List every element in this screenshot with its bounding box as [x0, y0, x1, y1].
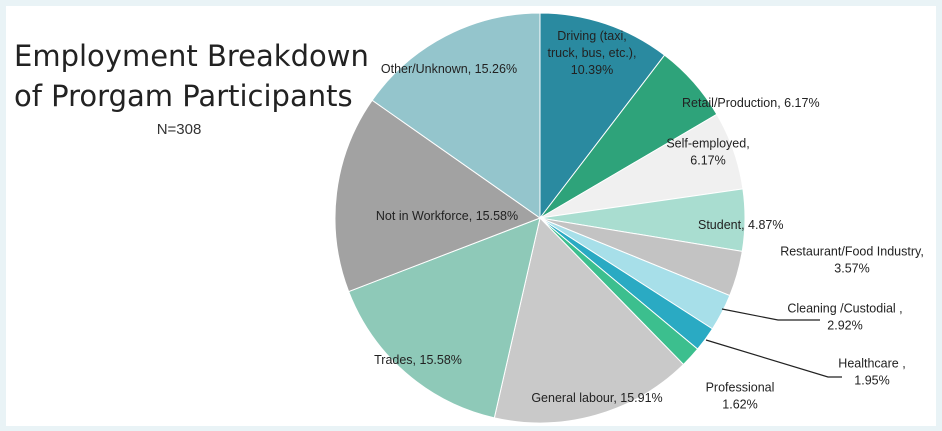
slice-label-not-in-workforce: Not in Workforce, 15.58% — [376, 209, 518, 223]
chart-title-line-1: Employment Breakdown — [14, 39, 369, 73]
slice-label-healthcare: Healthcare , 1.95% — [838, 357, 905, 388]
slice-label-line: 6.17% — [690, 154, 725, 168]
slice-label-line: Cleaning /Custodial , — [787, 302, 902, 316]
leader-line-healthcare — [705, 339, 842, 378]
chart-title-line-2: of Prorgam Participants — [14, 79, 353, 113]
slice-label-line: Restaurant/Food Industry, — [780, 245, 924, 259]
slice-label-driving-taxi-truck-bus-etc: Driving (taxi, truck, bus, etc.), 10.39% — [548, 29, 637, 77]
slice-label-line: 2.92% — [827, 319, 862, 333]
chart-title: Employment Breakdown of Prorgam Particip… — [14, 36, 369, 116]
slice-label-restaurant-food-industry: Restaurant/Food Industry, 3.57% — [780, 245, 924, 276]
pie-slice-general-labour — [493, 216, 685, 424]
slice-label-student: Student, 4.87% — [698, 218, 783, 232]
sample-size-label: N=308 — [156, 121, 202, 138]
slice-label-line: 10.39% — [571, 63, 613, 77]
slice-label-trades: Trades, 15.58% — [374, 353, 462, 367]
slice-label-line: Not in Workforce, 15.58% — [376, 209, 518, 223]
slice-label-line: Retail/Production, 6.17% — [682, 96, 820, 110]
slice-label-line: Professional — [706, 381, 775, 395]
pie-slice-other-unknown — [371, 12, 541, 219]
slice-label-line: 1.62% — [722, 398, 757, 412]
slice-labels: Driving (taxi, truck, bus, etc.), 10.39% Re… — [374, 29, 924, 412]
slice-label-retail-production: Retail/Production, 6.17% — [682, 96, 820, 110]
slice-label-line: 3.57% — [834, 262, 869, 276]
slice-label-other-unknown: Other/Unknown, 15.26% — [381, 62, 517, 76]
leader-line-cleaning-custodial — [721, 308, 820, 321]
slice-label-cleaning-custodial: Cleaning /Custodial , 2.92% — [787, 302, 902, 333]
slice-label-line: Driving (taxi, — [557, 29, 626, 43]
slice-label-line: Self-employed, — [666, 137, 749, 151]
pie-slice-not-in-workforce — [334, 99, 542, 293]
slice-label-general-labour: General labour, 15.91% — [531, 391, 662, 405]
slice-label-line: 1.95% — [854, 374, 889, 388]
slice-label-line: Other/Unknown, 15.26% — [381, 62, 517, 76]
slice-label-line: Student, 4.87% — [698, 218, 783, 232]
slice-label-self-employed: Self-employed, 6.17% — [666, 137, 749, 168]
slice-label-line: General labour, 15.91% — [531, 391, 662, 405]
pie-slice-trades — [348, 217, 541, 419]
slice-label-line: truck, bus, etc.), — [548, 46, 637, 60]
slice-label-line: Healthcare , — [838, 357, 905, 371]
pie-slices — [334, 12, 746, 424]
pie-slice-driving-taxi-truck-bus-etc — [539, 12, 666, 220]
slice-label-professional: Professional 1.62% — [706, 381, 775, 412]
slice-label-line: Trades, 15.58% — [374, 353, 462, 367]
